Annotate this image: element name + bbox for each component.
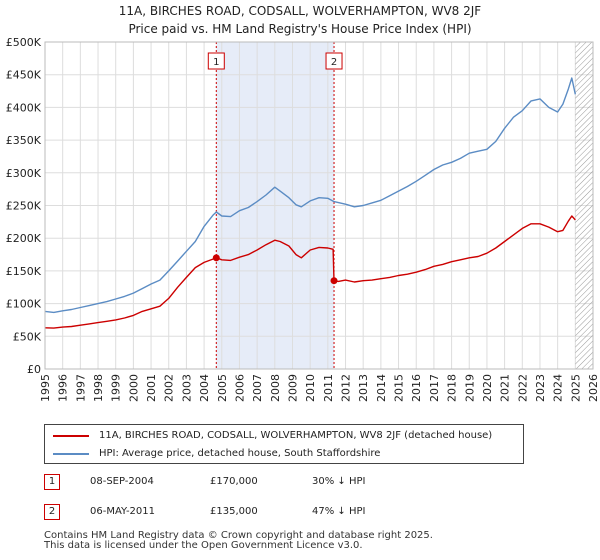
- sale-annotation-label: 2: [331, 57, 337, 68]
- y-tick-label: £450K: [6, 69, 42, 82]
- forecast-hatch: [575, 42, 593, 369]
- property-price-line: [44, 215, 576, 329]
- x-tick-label: 2005: [216, 374, 229, 402]
- x-tick-label: 2018: [446, 374, 459, 402]
- x-tick-label: 2015: [393, 374, 406, 402]
- sale-point: [212, 254, 220, 262]
- x-tick-label: 1998: [92, 374, 105, 402]
- x-tick-label: 2013: [357, 374, 370, 402]
- chart-legend: 11A, BIRCHES ROAD, CODSALL, WOLVERHAMPTO…: [44, 424, 524, 464]
- sale-price: £170,000: [210, 476, 258, 487]
- x-tick-label: 2020: [481, 374, 494, 402]
- y-tick-label: £0: [27, 363, 41, 376]
- x-tick-label: 2014: [375, 374, 388, 402]
- chart-title-address: 11A, BIRCHES ROAD, CODSALL, WOLVERHAMPTO…: [118, 4, 482, 18]
- x-tick-label: 2009: [286, 374, 299, 402]
- y-tick-label: £50K: [13, 330, 42, 343]
- sale-price: £135,000: [210, 506, 258, 517]
- x-tick-label: 2006: [233, 374, 246, 402]
- x-tick-label: 2026: [587, 374, 600, 402]
- y-tick-label: £350K: [6, 134, 42, 147]
- footer-copyright: Contains HM Land Registry data © Crown c…: [44, 530, 433, 541]
- x-tick-label: 2003: [180, 374, 193, 402]
- x-tick-label: 2012: [340, 374, 353, 402]
- x-tick-label: 2019: [463, 374, 476, 402]
- sale-row: 1 08-SEP-2004 £170,000 30% ↓ HPI: [44, 474, 544, 492]
- sale-date: 08-SEP-2004: [90, 476, 154, 487]
- x-tick-label: 2004: [198, 374, 211, 402]
- footer-licence: This data is licensed under the Open Gov…: [44, 540, 363, 551]
- x-tick-label: 2011: [322, 374, 335, 402]
- sale-annotation-box: [325, 52, 343, 70]
- y-tick-label: £300K: [6, 167, 42, 180]
- x-tick-label: 1999: [110, 374, 123, 402]
- footer: Contains HM Land Registry data © Crown c…: [44, 531, 433, 551]
- hpi-line: [44, 77, 576, 314]
- x-tick-label: 2008: [269, 374, 282, 402]
- x-tick-label: 2021: [499, 374, 512, 402]
- x-tick-label: 2010: [304, 374, 317, 402]
- x-tick-label: 1997: [74, 374, 87, 402]
- y-tick-label: £200K: [6, 232, 42, 245]
- legend-swatch-hpi: [53, 453, 89, 455]
- x-tick-label: 2001: [145, 374, 158, 402]
- y-tick-label: £150K: [6, 265, 42, 278]
- price-chart: 1 2 £0 £50K £100K £150K £200K £250K £300K £350K £…: [6, 36, 600, 402]
- x-tick-label: 2025: [569, 374, 582, 402]
- sale-marker-badge: 1: [44, 474, 60, 490]
- x-tick-label: 2024: [552, 374, 565, 402]
- chart-subtitle: Price paid vs. HM Land Registry's House …: [128, 22, 472, 36]
- x-tick-label: 1996: [57, 374, 70, 402]
- y-tick-label: £500K: [6, 36, 42, 49]
- x-tick-label: 2023: [534, 374, 547, 402]
- y-tick-label: £250K: [6, 200, 42, 213]
- sale-hpi-diff: 47% ↓ HPI: [312, 506, 366, 517]
- x-tick-label: 2017: [428, 374, 441, 402]
- sale-point: [330, 277, 338, 285]
- legend-label-property: 11A, BIRCHES ROAD, CODSALL, WOLVERHAMPTO…: [99, 430, 493, 441]
- sale-hpi-diff: 30% ↓ HPI: [312, 476, 366, 487]
- sale-annotation-label: 1: [213, 57, 219, 68]
- legend-label-hpi: HPI: Average price, detached house, Sout…: [99, 448, 381, 459]
- x-tick-label: 2000: [127, 374, 140, 402]
- sale-row: 2 06-MAY-2011 £135,000 47% ↓ HPI: [44, 504, 544, 522]
- x-tick-label: 2002: [163, 374, 176, 402]
- legend-swatch-property: [53, 435, 89, 437]
- sale-marker-badge: 2: [44, 504, 60, 520]
- sale-annotation-box: [207, 52, 225, 70]
- y-tick-label: £400K: [6, 101, 42, 114]
- y-tick-label: £100K: [6, 298, 42, 311]
- x-tick-label: 1995: [39, 374, 52, 402]
- x-tick-label: 2022: [516, 374, 529, 402]
- x-tick-label: 2016: [410, 374, 423, 402]
- plot-frame: [44, 41, 594, 370]
- sale-date: 06-MAY-2011: [90, 506, 156, 517]
- x-tick-label: 2007: [251, 374, 264, 402]
